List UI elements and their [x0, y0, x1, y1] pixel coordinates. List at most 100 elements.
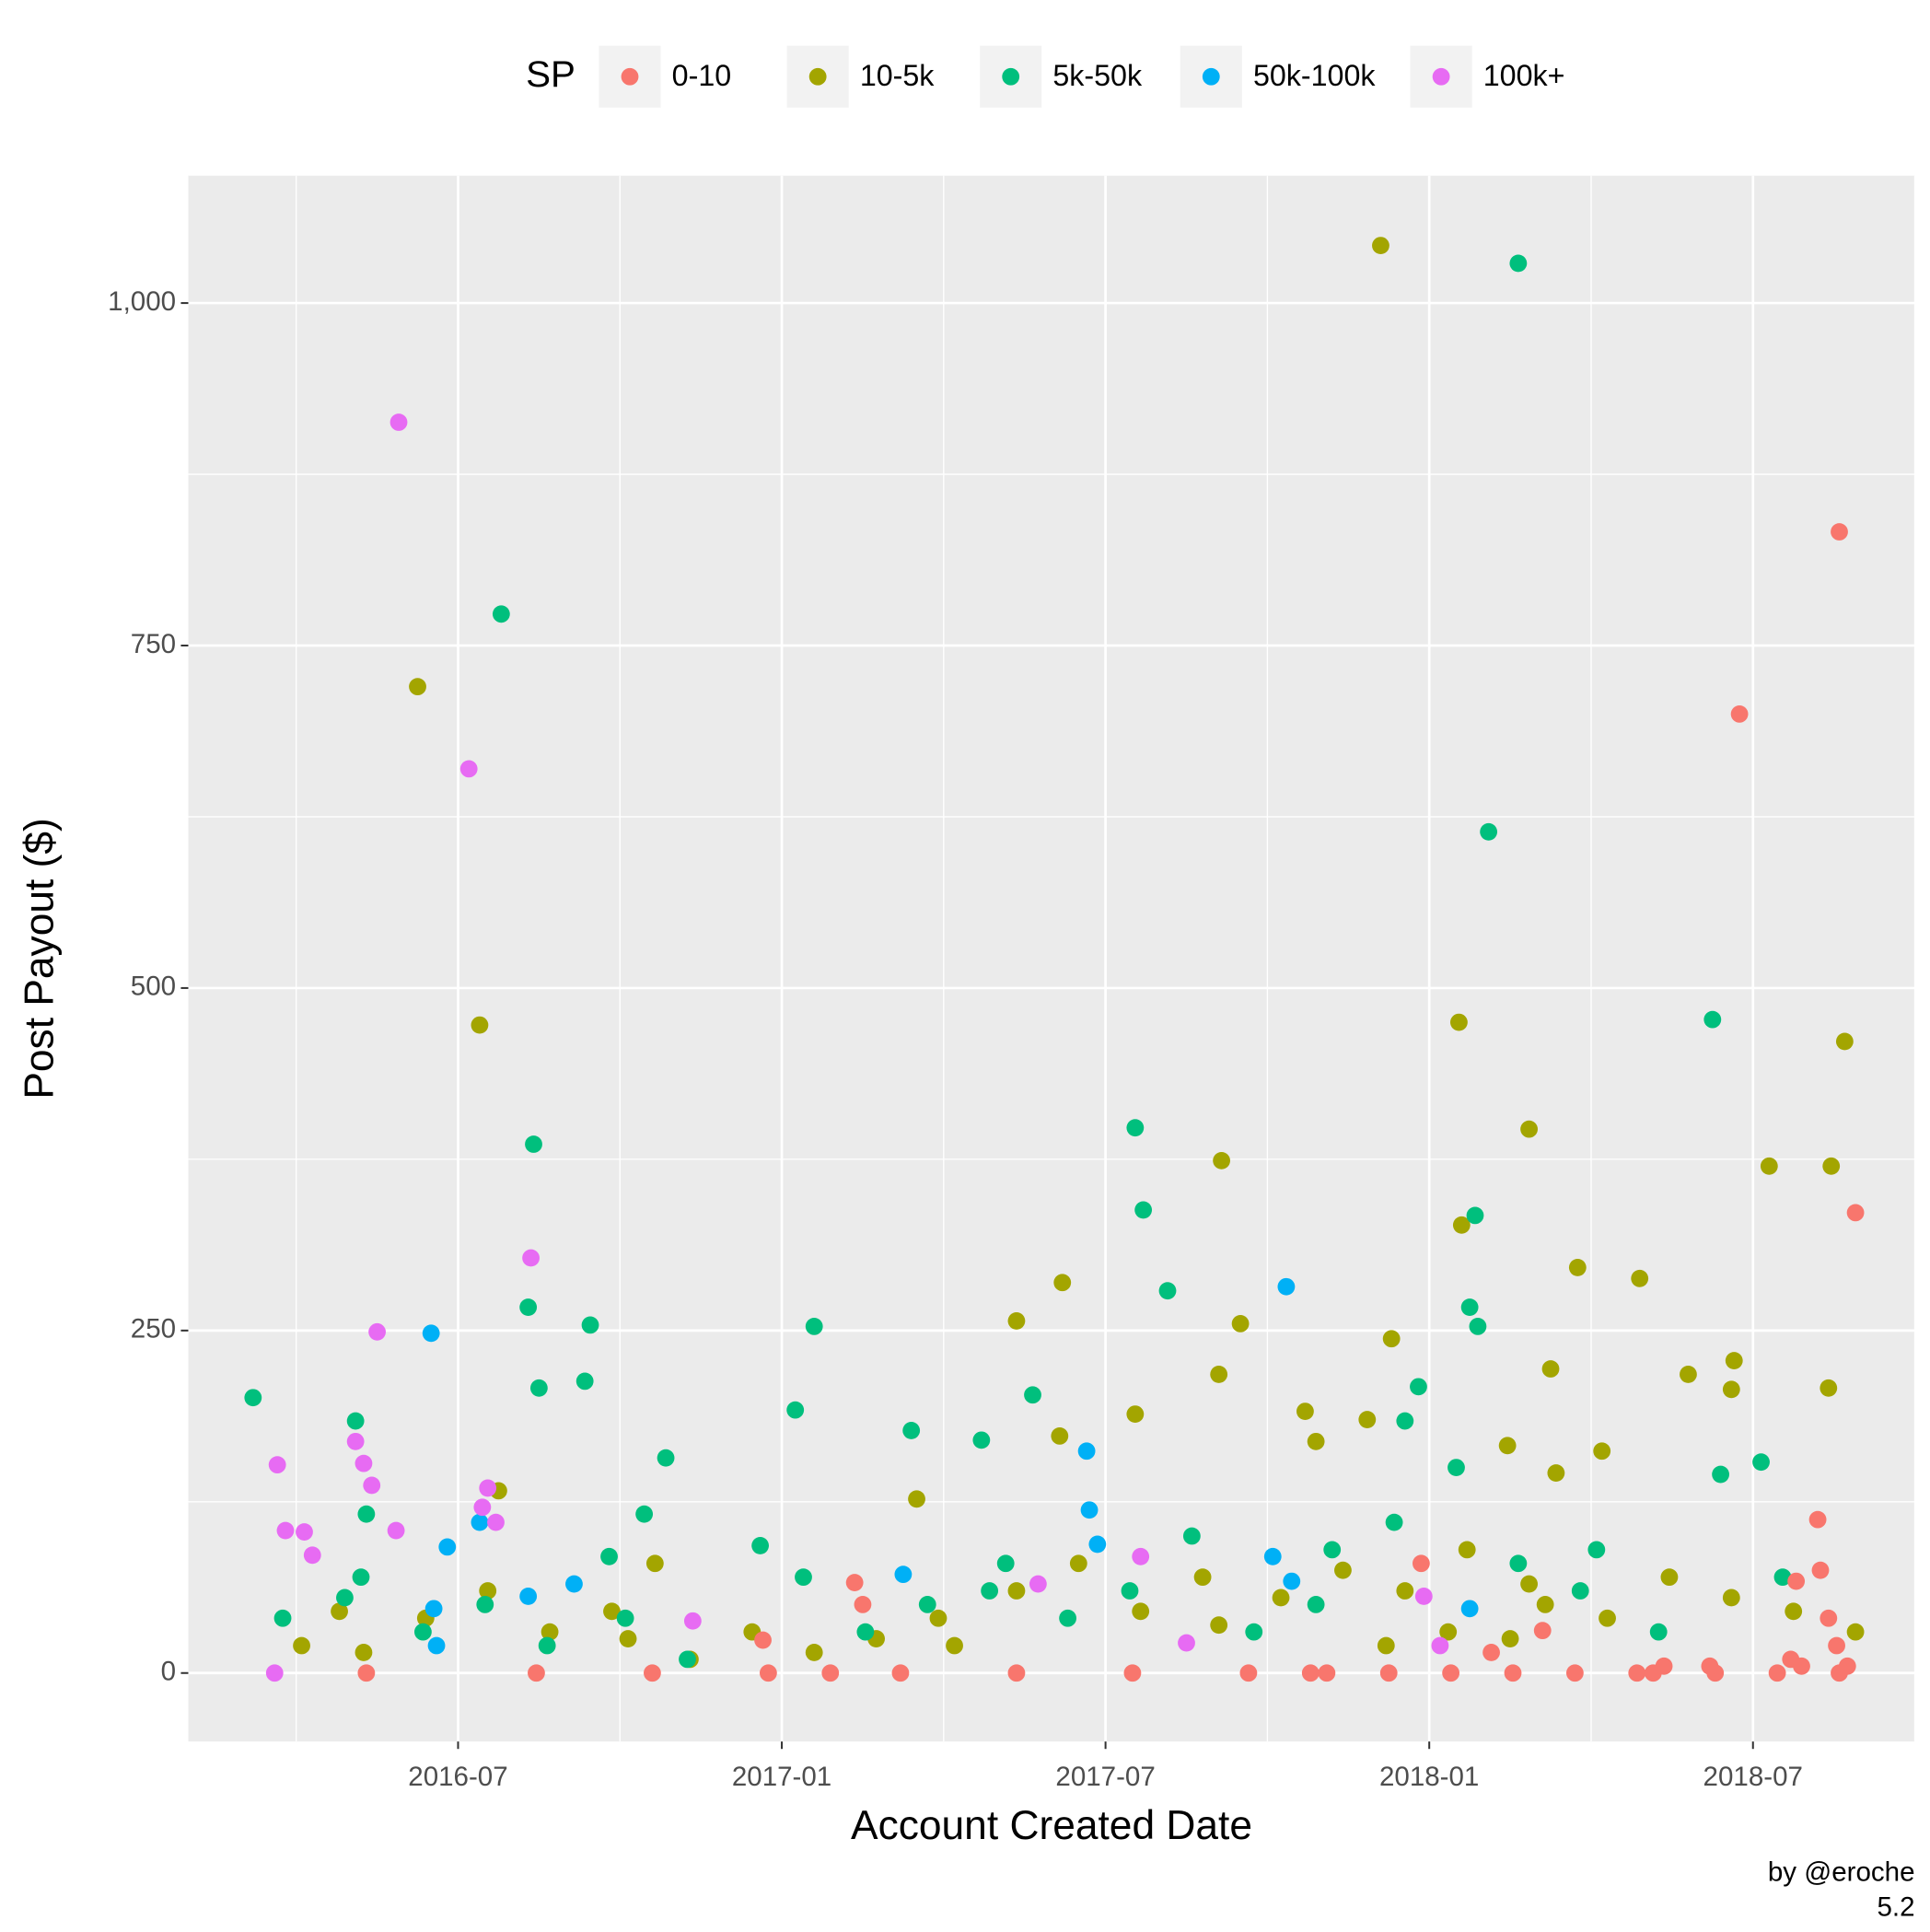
point	[471, 1513, 489, 1531]
point	[972, 1431, 991, 1449]
point	[1509, 254, 1528, 273]
point	[1069, 1554, 1087, 1573]
point	[1431, 1636, 1449, 1655]
point	[1126, 1119, 1145, 1137]
point	[363, 1476, 381, 1495]
point	[424, 1600, 443, 1618]
y-tick-label: 500	[131, 972, 176, 1002]
point	[1460, 1298, 1479, 1316]
point	[1080, 1501, 1099, 1519]
point	[1007, 1312, 1026, 1330]
point	[368, 1322, 386, 1341]
legend-marker	[621, 67, 639, 86]
point	[519, 1588, 538, 1605]
point	[1703, 1010, 1722, 1029]
point	[795, 1568, 812, 1587]
series	[293, 237, 1865, 1669]
point	[296, 1523, 313, 1541]
point	[894, 1565, 913, 1584]
point	[918, 1595, 936, 1613]
point	[471, 1016, 489, 1034]
point	[1024, 1386, 1041, 1404]
point	[908, 1490, 925, 1508]
point	[1323, 1541, 1342, 1559]
point	[1132, 1602, 1150, 1621]
legend-marker	[808, 67, 827, 86]
point	[759, 1664, 777, 1682]
point	[1210, 1366, 1228, 1383]
point	[492, 605, 510, 623]
point	[1631, 1269, 1649, 1287]
point	[1272, 1589, 1290, 1607]
point	[1121, 1582, 1139, 1600]
point	[1193, 1568, 1212, 1587]
point	[603, 1602, 621, 1621]
point	[479, 1479, 497, 1497]
point	[1822, 1157, 1841, 1175]
point	[352, 1568, 370, 1587]
point	[1382, 1330, 1401, 1348]
point	[1442, 1664, 1460, 1682]
point	[293, 1636, 310, 1655]
point	[1838, 1657, 1856, 1675]
point	[576, 1372, 594, 1391]
point	[683, 1612, 702, 1630]
point	[1448, 1459, 1465, 1477]
point	[1811, 1561, 1830, 1579]
series	[244, 254, 1792, 1669]
point	[459, 760, 478, 778]
point	[265, 1664, 284, 1682]
point	[1593, 1442, 1611, 1461]
point	[1571, 1582, 1589, 1600]
point	[1245, 1623, 1263, 1641]
legend-title: SP	[526, 53, 576, 95]
legend-marker	[1432, 67, 1450, 86]
point	[1051, 1426, 1069, 1445]
point	[276, 1521, 295, 1540]
point	[1385, 1513, 1403, 1531]
point	[1029, 1575, 1047, 1593]
legend-label: 50k-100k	[1253, 59, 1376, 92]
point	[1587, 1541, 1606, 1559]
point	[891, 1664, 910, 1682]
point	[619, 1630, 637, 1647]
caption: 5.2	[1877, 1891, 1914, 1922]
series	[422, 1277, 1479, 1655]
point	[1649, 1623, 1668, 1641]
point	[1482, 1644, 1500, 1661]
point	[616, 1609, 634, 1627]
point	[1504, 1664, 1522, 1682]
point	[1701, 1657, 1719, 1675]
point	[409, 678, 426, 696]
point	[1460, 1600, 1479, 1618]
legend-marker	[1202, 67, 1220, 86]
point	[473, 1498, 492, 1517]
point	[1722, 1380, 1740, 1399]
point	[1846, 1204, 1865, 1222]
point	[1372, 237, 1389, 255]
series	[265, 413, 1449, 1682]
point	[1498, 1437, 1517, 1455]
point	[519, 1298, 538, 1316]
point	[1134, 1201, 1153, 1219]
point	[1077, 1442, 1096, 1461]
point	[1059, 1609, 1077, 1627]
point	[1712, 1465, 1729, 1484]
point	[645, 1554, 664, 1573]
point	[1820, 1609, 1838, 1627]
point	[357, 1505, 376, 1523]
point	[1301, 1664, 1320, 1682]
point	[1768, 1664, 1786, 1682]
x-tick-label: 2018-07	[1703, 1762, 1803, 1792]
point	[1358, 1411, 1377, 1428]
point	[336, 1589, 354, 1607]
point	[1410, 1378, 1427, 1396]
point	[1480, 822, 1498, 841]
point	[902, 1422, 921, 1439]
point	[845, 1574, 864, 1591]
point	[1628, 1664, 1646, 1682]
point	[1599, 1609, 1616, 1627]
point	[525, 1135, 542, 1153]
point	[1509, 1554, 1528, 1573]
point	[1450, 1013, 1468, 1031]
